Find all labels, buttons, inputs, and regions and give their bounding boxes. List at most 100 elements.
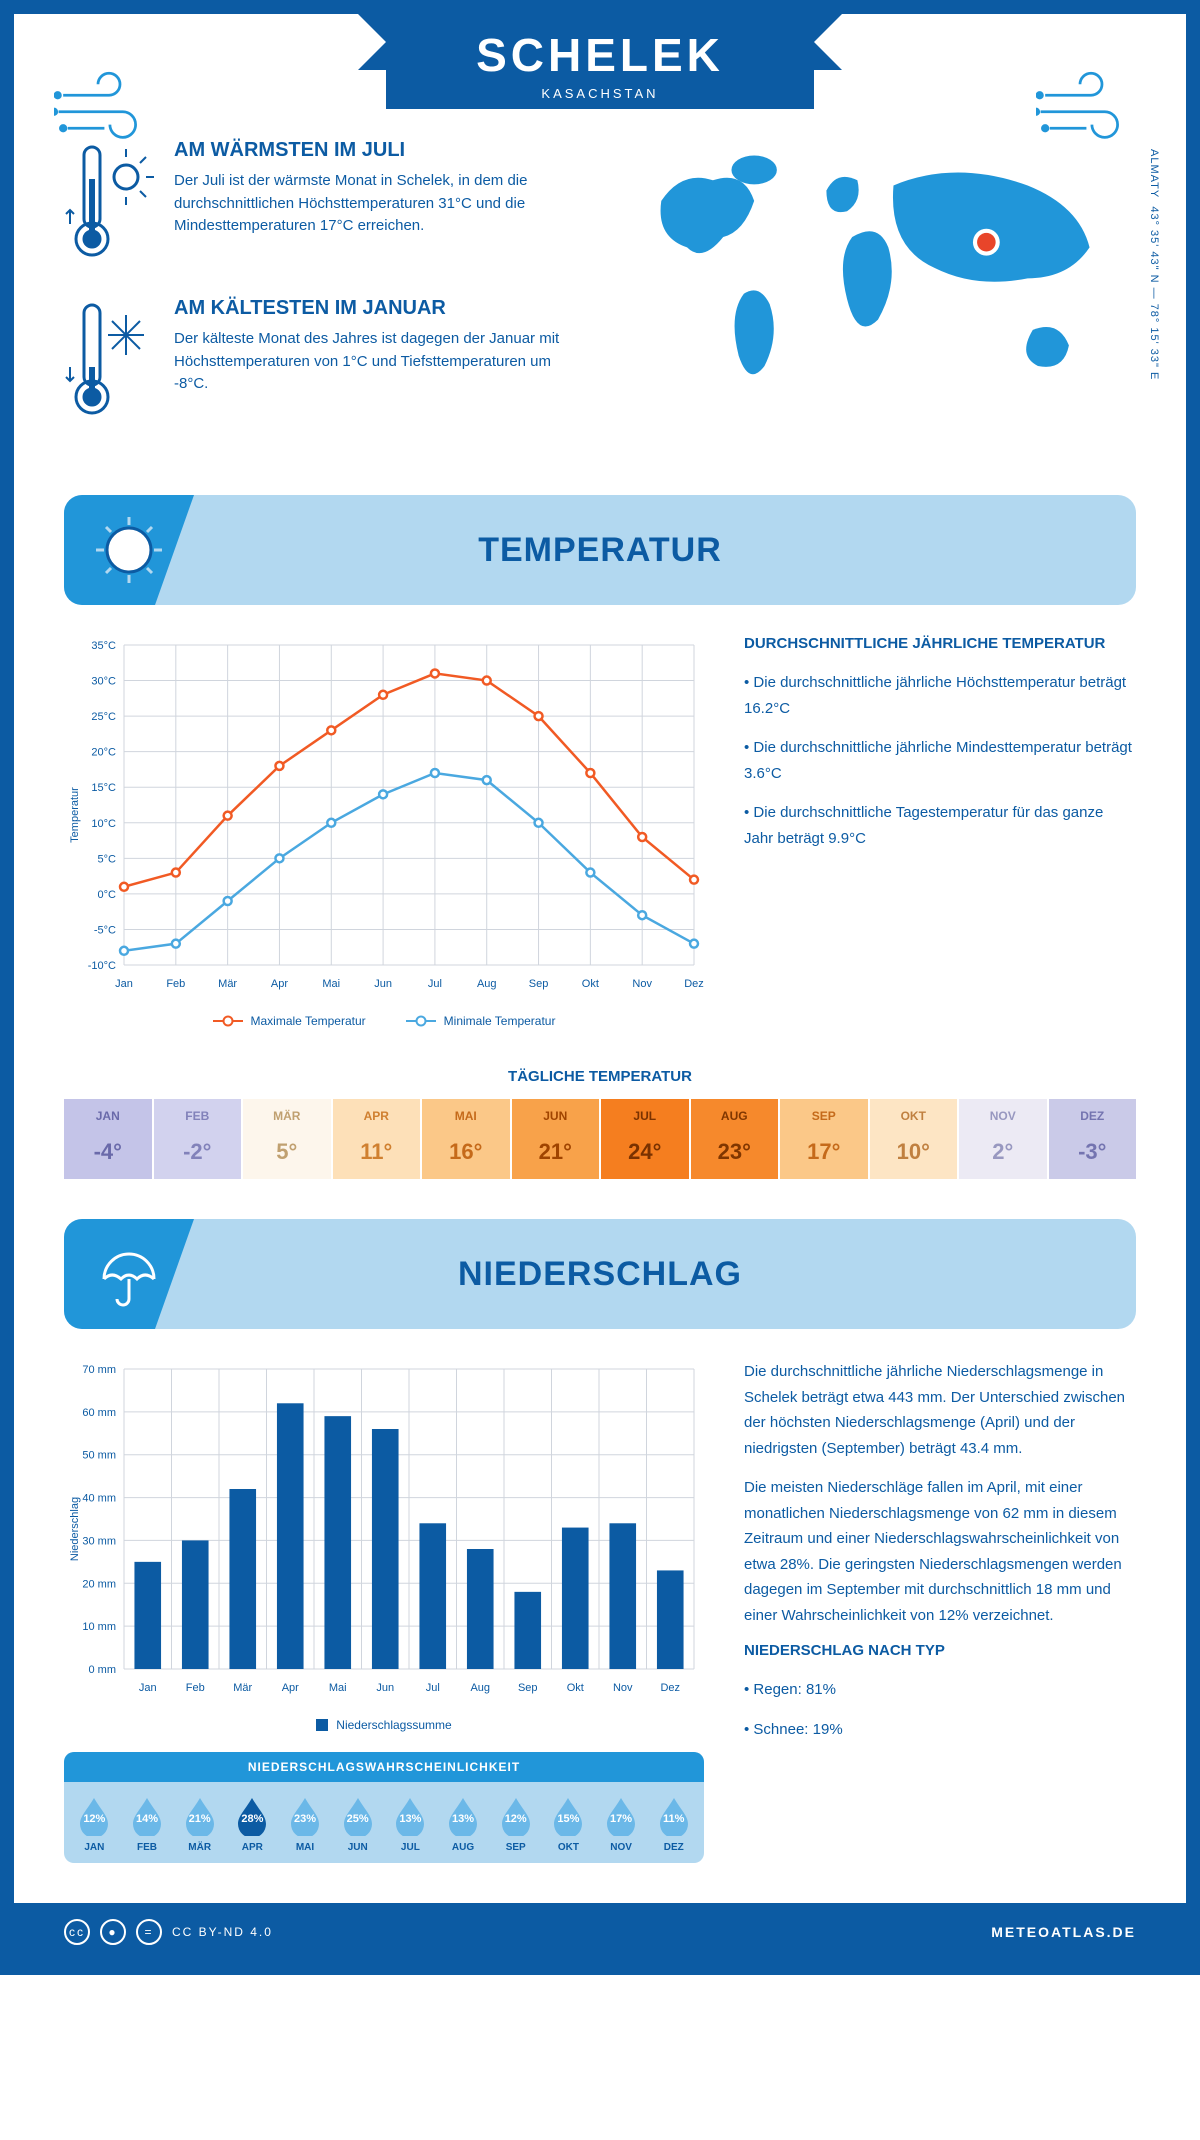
probability-cell: 13%JUL — [384, 1796, 437, 1853]
daily-temp-cell: NOV2° — [959, 1099, 1049, 1179]
svg-text:Jul: Jul — [426, 1682, 440, 1694]
svg-text:Dez: Dez — [684, 978, 704, 990]
temp-point: • Die durchschnittliche jährliche Höchst… — [744, 670, 1136, 721]
probability-cell: 21%MÄR — [173, 1796, 226, 1853]
svg-text:Aug: Aug — [470, 1682, 490, 1694]
precip-text-1: Die durchschnittliche jährliche Niedersc… — [744, 1359, 1136, 1461]
svg-text:0 mm: 0 mm — [89, 1664, 117, 1676]
climate-facts: AM WÄRMSTEN IM JULI Der Juli ist der wär… — [64, 139, 580, 455]
daily-temp-cell: MÄR5° — [243, 1099, 333, 1179]
svg-text:Feb: Feb — [186, 1682, 205, 1694]
country-subtitle: KASACHSTAN — [476, 86, 724, 101]
coldest-fact: AM KÄLTESTEN IM JANUAR Der kälteste Mona… — [64, 297, 580, 427]
svg-text:70 mm: 70 mm — [82, 1364, 116, 1376]
daily-temp-grid: JAN-4°FEB-2°MÄR5°APR11°MAI16°JUN21°JUL24… — [64, 1099, 1136, 1179]
precipitation-summary: Die durchschnittliche jährliche Niedersc… — [744, 1359, 1136, 1863]
coldest-text: Der kälteste Monat des Jahres ist dagege… — [174, 328, 580, 396]
wind-icon — [54, 64, 164, 154]
daily-temp-cell: FEB-2° — [154, 1099, 244, 1179]
precipitation-section-header: NIEDERSCHLAG — [64, 1219, 1136, 1329]
temperature-title: TEMPERATUR — [478, 531, 722, 570]
svg-text:Sep: Sep — [518, 1682, 538, 1694]
header: SCHELEK KASACHSTAN — [64, 54, 1136, 109]
city-title: SCHELEK — [476, 28, 724, 82]
precip-type-title: NIEDERSCHLAG NACH TYP — [744, 1642, 1136, 1659]
svg-text:60 mm: 60 mm — [82, 1407, 116, 1419]
svg-text:Temperatur: Temperatur — [69, 787, 81, 843]
warmest-text: Der Juli ist der wärmste Monat in Schele… — [174, 170, 580, 238]
svg-text:Niederschlag: Niederschlag — [69, 1497, 81, 1561]
probability-cell: 15%OKT — [542, 1796, 595, 1853]
precipitation-probability: NIEDERSCHLAGSWAHRSCHEINLICHKEIT 12%JAN14… — [64, 1752, 704, 1863]
probability-cell: 25%JUN — [331, 1796, 384, 1853]
temp-point: • Die durchschnittliche Tagestemperatur … — [744, 800, 1136, 851]
svg-text:Aug: Aug — [477, 978, 497, 990]
svg-text:Mai: Mai — [322, 978, 340, 990]
thermometer-cold-icon — [64, 297, 154, 427]
avg-temp-title: DURCHSCHNITTLICHE JÄHRLICHE TEMPERATUR — [744, 635, 1136, 652]
daily-temp-cell: DEZ-3° — [1049, 1099, 1137, 1179]
nd-icon: = — [136, 1919, 162, 1945]
by-icon: ● — [100, 1919, 126, 1945]
daily-temp-cell: MAI16° — [422, 1099, 512, 1179]
temp-point: • Die durchschnittliche jährliche Mindes… — [744, 735, 1136, 786]
probability-cell: 13%AUG — [437, 1796, 490, 1853]
svg-text:Mär: Mär — [218, 978, 237, 990]
precipitation-chart: 0 mm 10 mm 20 mm 30 mm 40 mm 50 mm 60 mm 70 mm N… — [64, 1359, 704, 1863]
svg-text:-5°C: -5°C — [94, 924, 116, 936]
svg-text:10 mm: 10 mm — [82, 1621, 116, 1633]
temperature-section-header: TEMPERATUR — [64, 495, 1136, 605]
svg-text:Nov: Nov — [613, 1682, 633, 1694]
temperature-chart: -10°C-5°C0°C5°C10°C15°C20°C25°C30°C35°CJ… — [64, 635, 704, 1028]
svg-text:Sep: Sep — [529, 978, 549, 990]
daily-temp-cell: AUG23° — [691, 1099, 781, 1179]
svg-text:Mär: Mär — [233, 1682, 252, 1694]
coldest-title: AM KÄLTESTEN IM JANUAR — [174, 297, 580, 320]
precipitation-title: NIEDERSCHLAG — [458, 1255, 742, 1294]
svg-text:Jun: Jun — [376, 1682, 394, 1694]
daily-temp-cell: OKT10° — [870, 1099, 960, 1179]
probability-cell: 23%MAI — [279, 1796, 332, 1853]
svg-text:Apr: Apr — [282, 1682, 299, 1694]
warmest-title: AM WÄRMSTEN IM JULI — [174, 139, 580, 162]
daily-temp-cell: APR11° — [333, 1099, 423, 1179]
svg-text:Jun: Jun — [374, 978, 392, 990]
svg-text:35°C: 35°C — [91, 640, 116, 652]
svg-text:Apr: Apr — [271, 978, 288, 990]
svg-text:Jan: Jan — [115, 978, 133, 990]
svg-text:50 mm: 50 mm — [82, 1450, 116, 1462]
probability-cell: 11%DEZ — [647, 1796, 700, 1853]
svg-text:Nov: Nov — [632, 978, 652, 990]
world-map-svg — [620, 139, 1136, 428]
umbrella-icon — [94, 1239, 164, 1309]
svg-text:20°C: 20°C — [91, 747, 116, 759]
probability-cell: 12%SEP — [489, 1796, 542, 1853]
svg-text:25°C: 25°C — [91, 711, 116, 723]
svg-text:Jul: Jul — [428, 978, 442, 990]
precip-type: • Schnee: 19% — [744, 1717, 1136, 1743]
daily-temp-cell: SEP17° — [780, 1099, 870, 1179]
sun-icon — [94, 515, 164, 585]
svg-text:15°C: 15°C — [91, 782, 116, 794]
svg-text:0°C: 0°C — [98, 889, 117, 901]
probability-cell: 12%JAN — [68, 1796, 121, 1853]
cc-icon: cc — [64, 1919, 90, 1945]
warmest-fact: AM WÄRMSTEN IM JULI Der Juli ist der wär… — [64, 139, 580, 269]
title-banner: SCHELEK KASACHSTAN — [386, 14, 814, 109]
footer: cc ● = CC BY-ND 4.0 METEOATLAS.DE — [14, 1903, 1186, 1961]
probability-title: NIEDERSCHLAGSWAHRSCHEINLICHKEIT — [64, 1752, 704, 1782]
svg-text:20 mm: 20 mm — [82, 1578, 116, 1590]
license: cc ● = CC BY-ND 4.0 — [64, 1919, 273, 1945]
svg-text:-10°C: -10°C — [88, 960, 116, 972]
svg-text:10°C: 10°C — [91, 818, 116, 830]
svg-text:30 mm: 30 mm — [82, 1535, 116, 1547]
daily-temp-title: TÄGLICHE TEMPERATUR — [64, 1068, 1136, 1085]
daily-temp-cell: JUN21° — [512, 1099, 602, 1179]
daily-temp-cell: JAN-4° — [64, 1099, 154, 1179]
svg-text:40 mm: 40 mm — [82, 1493, 116, 1505]
precipitation-legend: Niederschlagssumme — [64, 1718, 704, 1732]
coordinates: ALMATY 43° 35' 43" N — 78° 15' 33" E — [1148, 149, 1160, 380]
probability-cell: 17%NOV — [595, 1796, 648, 1853]
temperature-legend: Maximale Temperatur Minimale Temperatur — [64, 1014, 704, 1028]
probability-cell: 14%FEB — [121, 1796, 174, 1853]
